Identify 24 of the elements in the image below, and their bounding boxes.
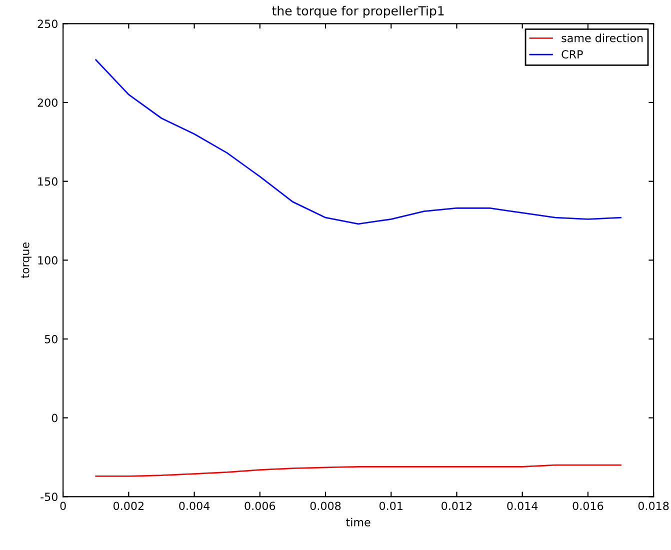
x-tick-label: 0.018 — [638, 502, 669, 510]
x-tick-label: 0.012 — [442, 502, 472, 510]
x-tick-label: 0 — [60, 502, 66, 510]
legend-label: CRP — [562, 50, 583, 59]
y-tick-label: 0 — [52, 414, 58, 422]
y-axis-title: torque — [21, 242, 32, 278]
legend-label: same direction — [562, 34, 643, 42]
x-tick-label: 0.004 — [179, 502, 210, 510]
x-tick-label: 0.006 — [244, 502, 276, 510]
y-tick-label: 150 — [38, 177, 58, 186]
x-tick-label: 0.002 — [114, 502, 144, 510]
chart-title: the torque for propellerTip1 — [272, 6, 444, 18]
x-axis-title: time — [346, 518, 370, 526]
x-tick-label: 0.008 — [310, 502, 341, 510]
x-tick-label: 0.014 — [507, 502, 538, 510]
line-series — [95, 464, 622, 477]
y-tick-label: 100 — [38, 256, 58, 265]
y-tick-label: 250 — [38, 20, 58, 28]
x-tick-label: 0.01 — [379, 502, 402, 510]
x-tick-label: 0.016 — [572, 502, 604, 510]
line-series — [95, 59, 622, 225]
y-tick-label: 200 — [38, 98, 58, 107]
y-tick-label: 50 — [44, 334, 58, 344]
y-tick-label: -50 — [40, 492, 58, 502]
